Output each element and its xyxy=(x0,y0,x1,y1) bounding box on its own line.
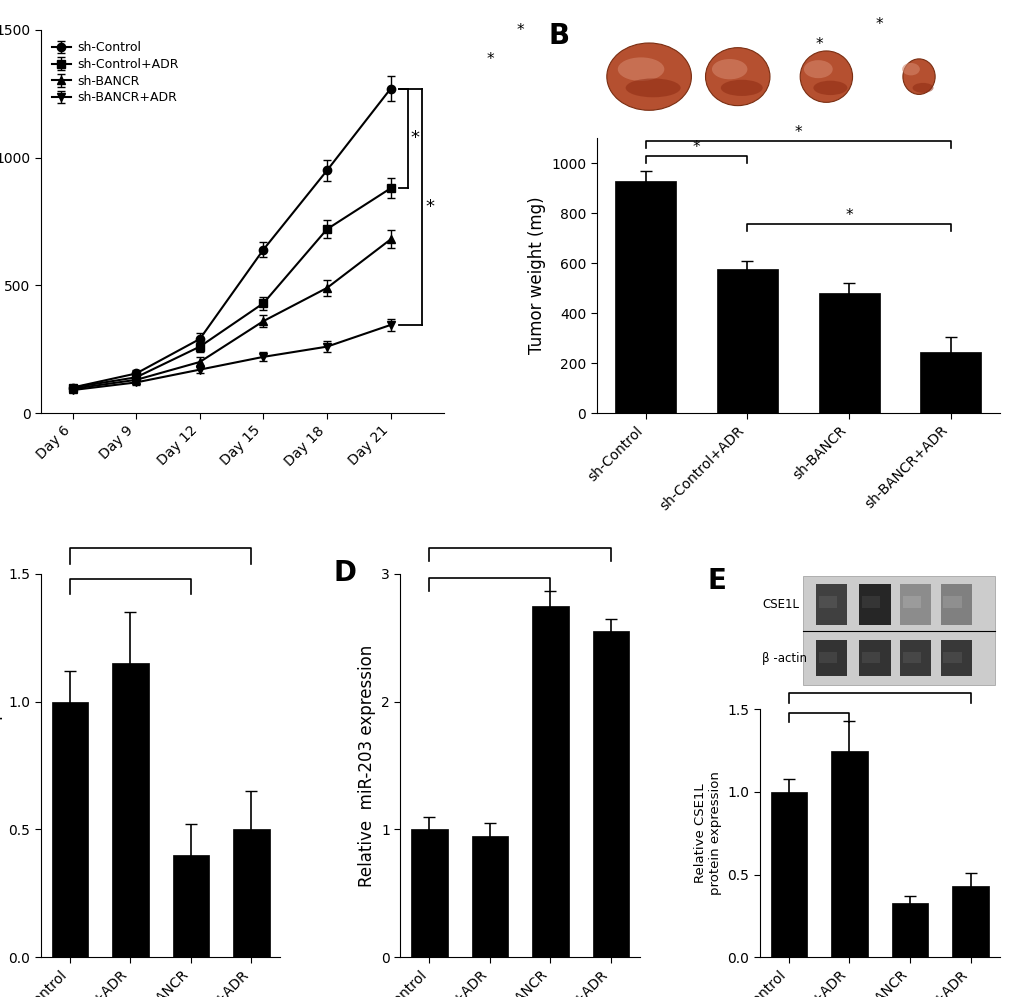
Bar xyxy=(770,792,806,957)
Bar xyxy=(859,584,890,625)
Bar xyxy=(861,596,879,608)
Bar xyxy=(899,584,930,625)
Text: β -actin: β -actin xyxy=(761,652,806,665)
Bar xyxy=(952,886,987,957)
Ellipse shape xyxy=(902,59,934,95)
Ellipse shape xyxy=(618,58,663,81)
Ellipse shape xyxy=(803,60,832,78)
Bar xyxy=(830,751,867,957)
Y-axis label: Relative  miR-203 expression: Relative miR-203 expression xyxy=(357,644,375,886)
Text: *: * xyxy=(794,125,801,141)
Bar xyxy=(940,584,971,625)
Bar xyxy=(902,596,920,608)
Ellipse shape xyxy=(812,81,847,95)
Ellipse shape xyxy=(705,48,769,106)
Text: *: * xyxy=(486,52,493,67)
Text: *: * xyxy=(875,17,882,32)
Text: D: D xyxy=(333,558,356,586)
Bar xyxy=(716,269,777,413)
Y-axis label: Relative CSE1L
protein expression: Relative CSE1L protein expression xyxy=(693,772,721,895)
Bar xyxy=(592,631,629,957)
Text: *: * xyxy=(692,141,700,156)
Text: *: * xyxy=(814,37,822,52)
Legend: sh-Control, sh-Control+ADR, sh-BANCR, sh-BANCR+ADR: sh-Control, sh-Control+ADR, sh-BANCR, sh… xyxy=(47,36,183,110)
Text: B: B xyxy=(548,22,569,51)
Bar xyxy=(859,640,890,676)
Bar xyxy=(614,180,676,413)
Bar xyxy=(172,855,209,957)
Ellipse shape xyxy=(606,43,691,111)
Bar xyxy=(233,830,269,957)
Y-axis label: Tumor weight (mg): Tumor weight (mg) xyxy=(527,196,545,354)
Ellipse shape xyxy=(912,83,932,93)
Bar xyxy=(861,652,879,663)
Bar xyxy=(891,902,927,957)
Text: *: * xyxy=(516,23,524,38)
Bar xyxy=(817,293,878,413)
Bar xyxy=(940,640,971,676)
Y-axis label: Relative  BANCR expression: Relative BANCR expression xyxy=(0,650,3,881)
Ellipse shape xyxy=(625,79,680,98)
Bar xyxy=(112,663,149,957)
Bar xyxy=(815,584,847,625)
Bar xyxy=(902,652,920,663)
Bar xyxy=(802,576,994,685)
Ellipse shape xyxy=(720,80,762,96)
Bar xyxy=(532,606,568,957)
Text: CSE1L: CSE1L xyxy=(761,598,799,611)
Ellipse shape xyxy=(799,51,852,103)
Text: E: E xyxy=(706,567,726,595)
Text: *: * xyxy=(845,207,852,222)
Bar xyxy=(472,835,507,957)
Bar xyxy=(943,596,961,608)
Bar xyxy=(943,652,961,663)
Ellipse shape xyxy=(901,63,919,76)
Bar xyxy=(818,652,837,663)
Bar xyxy=(899,640,930,676)
Bar xyxy=(919,352,980,413)
Text: *: * xyxy=(411,130,420,148)
Bar xyxy=(815,640,847,676)
Bar xyxy=(818,596,837,608)
Ellipse shape xyxy=(711,59,747,80)
Text: *: * xyxy=(425,197,434,215)
Bar xyxy=(411,830,447,957)
Bar xyxy=(52,702,88,957)
